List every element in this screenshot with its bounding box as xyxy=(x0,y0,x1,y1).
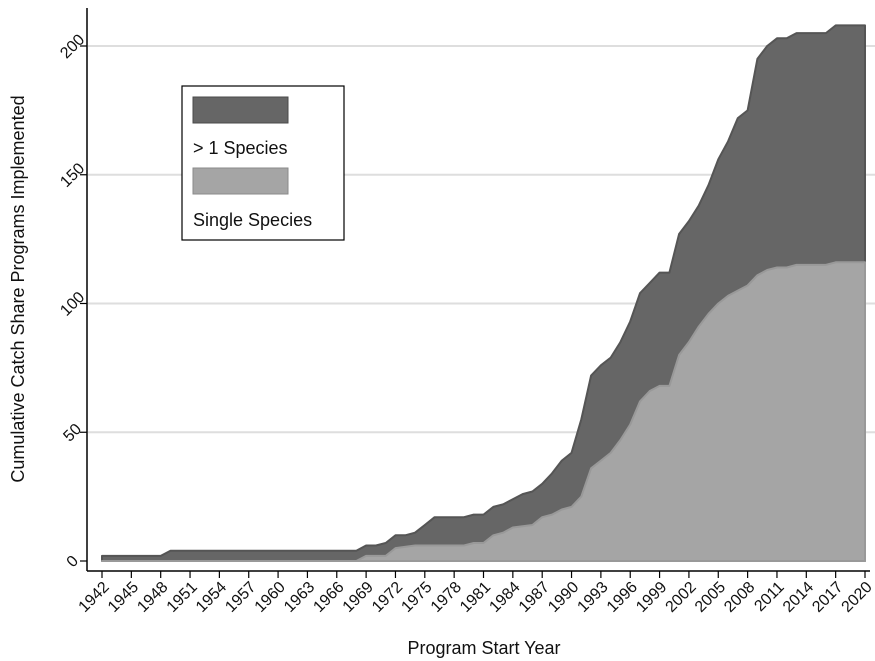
y-axis-title: Cumulative Catch Share Programs Implemen… xyxy=(8,95,28,482)
area-series xyxy=(101,24,866,562)
legend-swatch-single-species xyxy=(192,167,289,195)
legend-label-multi-species: > 1 Species xyxy=(193,138,288,158)
legend: > 1 Species Single Species xyxy=(181,85,345,241)
axes xyxy=(86,8,870,572)
x-axis-title: Program Start Year xyxy=(407,638,560,658)
legend-swatch-multi-species xyxy=(192,96,289,124)
legend-label-single-species: Single Species xyxy=(193,210,312,230)
area-single-species xyxy=(101,261,866,562)
